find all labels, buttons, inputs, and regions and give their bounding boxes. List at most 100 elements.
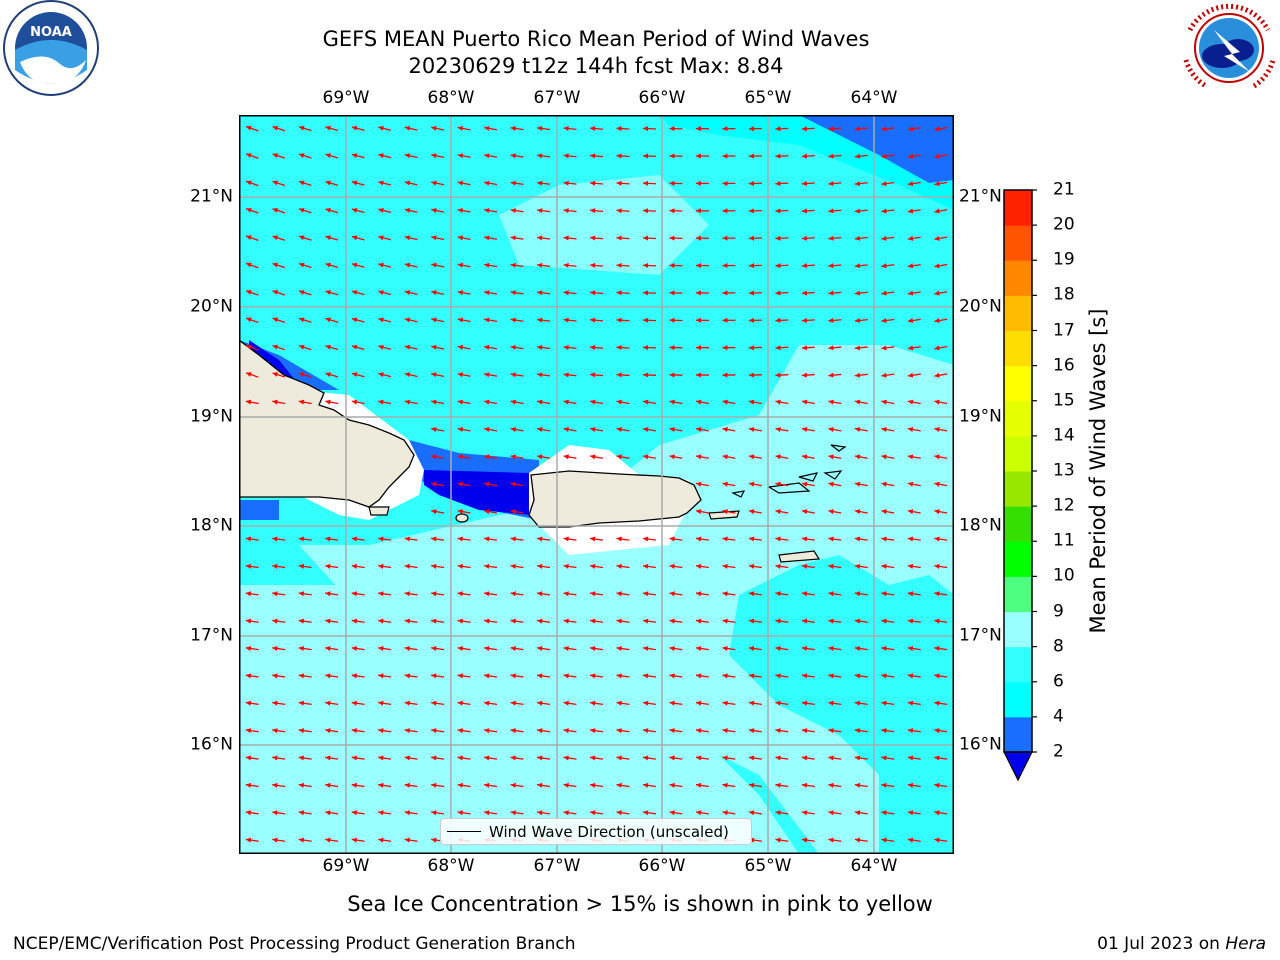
wind-wave-arrowhead [378,700,384,706]
wind-wave-arrowhead [669,317,675,323]
run-date-text: 01 Jul 2023 on [1097,934,1220,954]
wind-wave-arrowhead [934,290,940,296]
wind-wave-arrowhead [537,618,543,624]
wind-wave-arrowhead [907,810,914,816]
wind-wave-arrowhead [457,180,464,186]
wind-wave-arrowhead [907,208,914,214]
wind-wave-arrowhead [484,673,490,679]
wind-wave-arrowhead [484,208,490,214]
wind-wave-arrowhead [801,563,808,569]
wind-wave-arrowhead [934,181,940,187]
wind-wave-arrowhead [881,290,887,296]
nws-logo [1182,1,1276,95]
wind-wave-arrowhead [590,427,596,432]
wind-wave-arrowhead [457,810,463,816]
wind-wave-arrowhead [246,125,252,131]
wind-wave-arrowhead [484,782,490,788]
wind-wave-arrowhead [722,509,728,515]
wind-wave-arrowhead [828,290,834,296]
wind-wave-arrowhead [590,290,596,296]
wind-wave-arrowhead [722,700,728,706]
wind-wave-arrowhead [378,755,384,761]
wind-wave-arrowhead [881,317,887,323]
gridlines [239,115,954,854]
wind-wave-arrowhead [854,263,861,269]
wind-wave-arrowhead [325,646,331,651]
wind-wave-arrowhead [484,646,490,651]
wind-wave-arrowhead [272,153,279,158]
colorbar-bin [1004,260,1032,296]
wind-wave-arrowhead [907,318,914,323]
wind-wave-arrowhead [907,153,914,159]
wind-wave-arrowhead [325,591,331,597]
wind-wave-arrowhead [537,673,543,679]
wind-wave-arrowhead [669,235,675,241]
wind-wave-arrowhead [881,618,887,624]
wind-wave-arrowhead [801,536,808,542]
wind-wave-arrowhead [351,837,358,843]
wind-wave-arrowhead [828,810,834,816]
wind-wave-arrowhead [245,673,252,679]
wind-wave-arrowhead [298,782,305,788]
wind-wave-arrowhead [854,153,861,159]
wind-wave-arrowhead [934,810,940,816]
wind-wave-arrowhead [722,810,728,816]
legend-label: Wind Wave Direction (unscaled) [489,823,729,841]
wind-wave-arrowhead [378,536,384,542]
wind-wave-arrowhead [643,646,649,651]
wind-wave-arrowhead [934,345,940,351]
wind-wave-arrowhead [457,618,463,624]
wind-wave-arrowhead [748,153,754,159]
wind-wave-arrowhead [642,180,649,186]
wind-wave-arrowhead [616,345,622,351]
wind-wave-arrowhead [590,536,596,542]
colorbar-tick-label: 14 [1053,425,1075,446]
wind-wave-arrowhead [378,782,384,788]
wind-wave-arrowhead [510,563,516,569]
wind-wave-arrowhead [457,673,463,679]
wind-wave-arrowhead [457,235,464,241]
wind-wave-arrowhead [722,454,728,460]
wind-wave-arrowhead [643,454,649,460]
wind-wave-arrowhead [696,427,702,432]
wind-wave-arrowhead [484,372,490,378]
wind-wave-arrowhead [510,536,516,542]
wind-wave-arrowhead [748,317,754,323]
wind-wave-arrowhead [537,262,543,268]
wind-wave-arrowhead [801,317,808,323]
wind-wave-arrowhead [854,536,861,542]
wind-wave-arrowhead [272,755,278,761]
wind-wave-arrowhead [934,454,940,460]
wind-wave-arrowhead [457,262,464,268]
wind-wave-arrowhead [351,755,358,761]
wind-wave-arrowhead [325,235,331,241]
map-legend: Wind Wave Direction (unscaled) [440,818,752,845]
wind-wave-arrowhead [351,290,358,295]
wind-wave-arrowhead [907,755,914,761]
wind-wave-arrowhead [643,427,649,432]
wind-wave-arrowhead [378,673,384,679]
wind-wave-arrowhead [642,235,649,241]
wind-wave-arrowhead [881,372,887,378]
wind-wave-arrowhead [801,782,808,788]
wind-wave-arrowhead [907,126,914,132]
wind-wave-arrowhead [722,317,728,323]
wind-wave-arrowhead [510,427,517,432]
wind-wave-arrowhead [457,509,464,515]
wind-wave-arrowhead [801,509,808,515]
wind-wave-arrowhead [695,782,702,788]
wind-wave-arrowhead [828,782,834,788]
wind-wave-arrowhead [854,646,861,651]
wind-wave-arrowhead [510,509,517,515]
wind-wave-arrowhead [801,427,808,432]
lon-label-bottom: 69°W [322,856,370,876]
wind-wave-arrowhead [907,372,914,378]
wind-wave-arrowhead [590,810,596,816]
colorbar-tick-label: 19 [1053,249,1075,270]
wind-wave-arrowhead [642,372,649,378]
wind-wave-arrowhead [775,782,781,788]
wind-wave-arrowhead [748,509,755,515]
svg-text:NOAA: NOAA [30,25,72,40]
wind-wave-arrowhead [695,755,702,761]
wind-wave-arrowhead [245,618,252,624]
